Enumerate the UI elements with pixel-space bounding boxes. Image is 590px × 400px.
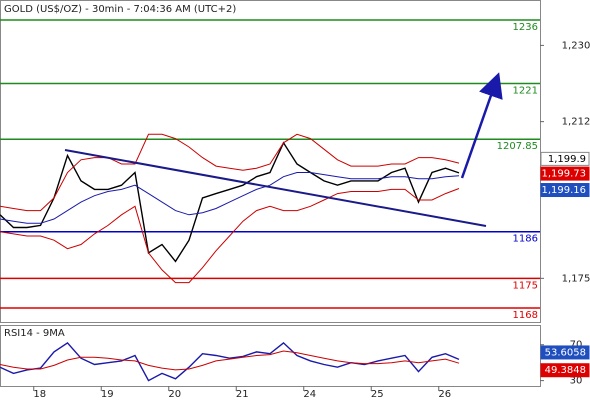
x-tick-label: 24 bbox=[303, 389, 316, 400]
trend-line bbox=[64, 149, 487, 227]
y-tick-label: 1,175 bbox=[562, 273, 590, 284]
forecast-arrow bbox=[460, 72, 503, 179]
series-line bbox=[0, 133, 460, 212]
y-tick-label: 30 bbox=[570, 376, 583, 387]
price-marker bbox=[540, 183, 590, 198]
level-label: 1168 bbox=[513, 310, 538, 321]
x-tick-label: 26 bbox=[438, 389, 451, 400]
y-tick-label: 1,230 bbox=[562, 40, 590, 51]
price-marker-label: 49.3848 bbox=[545, 365, 586, 376]
level-label: 1186 bbox=[513, 234, 538, 245]
price-marker bbox=[540, 345, 590, 360]
x-tick-label: 20 bbox=[168, 389, 181, 400]
panel-title: RSI14 - 9MA bbox=[4, 328, 65, 339]
price-marker bbox=[540, 363, 590, 378]
level-label: 1175 bbox=[513, 280, 538, 291]
level-label: 1207.85 bbox=[497, 141, 538, 152]
series-line bbox=[0, 350, 460, 371]
plot-frame bbox=[0, 325, 541, 387]
series-line bbox=[0, 172, 460, 224]
level-label: 1221 bbox=[513, 86, 538, 97]
price-marker bbox=[540, 166, 590, 181]
price-marker bbox=[540, 151, 590, 166]
chart-title: GOLD (US$/OZ) - 30min - 7:04:36 AM (UTC+… bbox=[4, 4, 236, 15]
x-tick-label: 21 bbox=[236, 389, 249, 400]
x-tick-label: 18 bbox=[33, 389, 46, 400]
price-marker-label: 53.6058 bbox=[545, 347, 586, 358]
price-marker-label: 1,199.73 bbox=[541, 169, 586, 180]
y-tick-label: 70 bbox=[570, 340, 583, 351]
price-marker-label: 1,199.16 bbox=[541, 185, 586, 196]
series-line bbox=[0, 188, 460, 284]
price-marker-label: 1,199.9 bbox=[548, 154, 586, 165]
x-tick-label: 25 bbox=[371, 389, 384, 400]
series-line bbox=[0, 341, 460, 382]
plot-frame bbox=[0, 0, 541, 323]
level-label: 1236 bbox=[513, 22, 538, 33]
x-tick-label: 19 bbox=[101, 389, 114, 400]
y-tick-label: 1,212 bbox=[562, 117, 590, 128]
